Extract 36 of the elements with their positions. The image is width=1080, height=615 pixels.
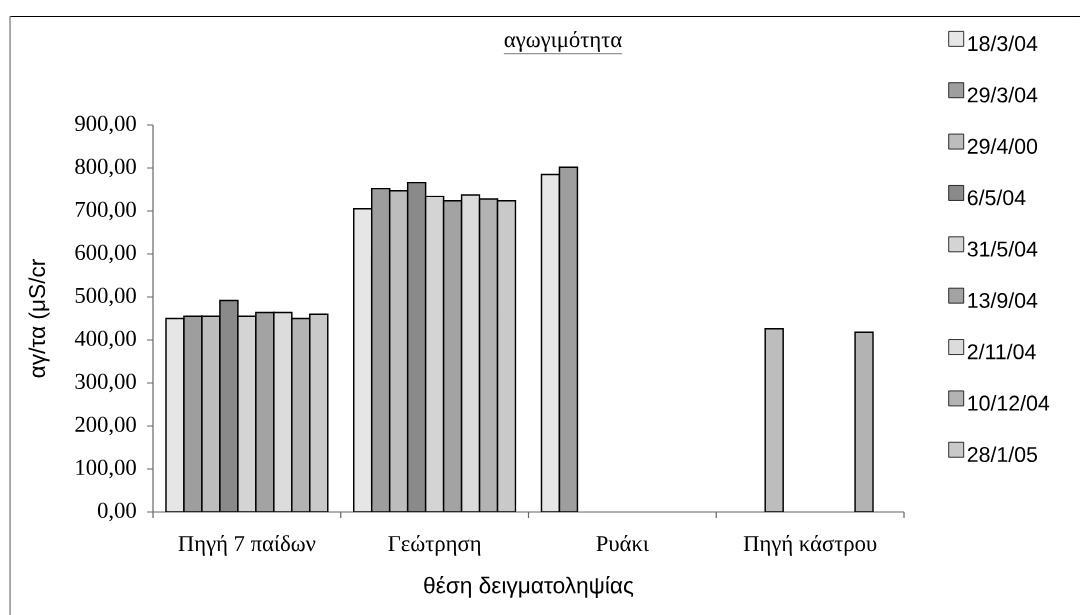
bar bbox=[424, 195, 445, 512]
y-tick-label: 900,00 bbox=[75, 115, 136, 135]
y-tick-label: 700,00 bbox=[75, 201, 136, 221]
legend-label: 6/5/04 bbox=[967, 189, 1026, 206]
y-tick-label: 100,00 bbox=[76, 459, 136, 479]
x-tick-label: Πηγή 7 παίδων bbox=[178, 535, 316, 556]
legend-label: 10/12/04 bbox=[968, 395, 1050, 411]
legend-label: 18/3/04 bbox=[968, 35, 1038, 52]
bar bbox=[406, 181, 427, 512]
y-tick-label: 500,00 bbox=[75, 287, 136, 307]
x-tick-label: Πηγή κάστρου bbox=[743, 535, 877, 556]
y-axis-title: αγ/τα (μS/cr bbox=[28, 259, 50, 378]
y-tick-label: 400,00 bbox=[74, 330, 136, 350]
y-tick-label: 0,00 bbox=[97, 502, 136, 522]
bar bbox=[442, 199, 463, 512]
legend-label: 29/3/04 bbox=[967, 86, 1038, 103]
legend-label: 28/1/05 bbox=[967, 446, 1038, 463]
legend-label: 31/5/04 bbox=[967, 240, 1038, 257]
legend-label: 2/11/04 bbox=[967, 343, 1036, 360]
bar bbox=[764, 328, 784, 512]
bar bbox=[370, 187, 391, 512]
bar bbox=[353, 208, 373, 512]
y-tick-label: 800,00 bbox=[75, 158, 136, 178]
bar bbox=[558, 166, 579, 512]
y-tick-label: 600,00 bbox=[75, 244, 136, 264]
bar bbox=[496, 199, 517, 512]
legend-label: 29/4/00 bbox=[967, 138, 1038, 154]
legend-label: 13/9/04 bbox=[968, 292, 1038, 308]
y-tick-label: 300,00 bbox=[75, 373, 136, 393]
x-axis-title: θέση δειγματοληψίας bbox=[424, 576, 634, 598]
y-tick-label: 200,00 bbox=[75, 416, 136, 436]
x-tick-label: Ρυάκι bbox=[596, 535, 649, 552]
bar bbox=[540, 173, 561, 512]
x-tick-label: Γεώτρηση bbox=[388, 535, 481, 556]
bar bbox=[478, 198, 499, 512]
chart-title: αγωγιμότητα bbox=[504, 31, 622, 52]
